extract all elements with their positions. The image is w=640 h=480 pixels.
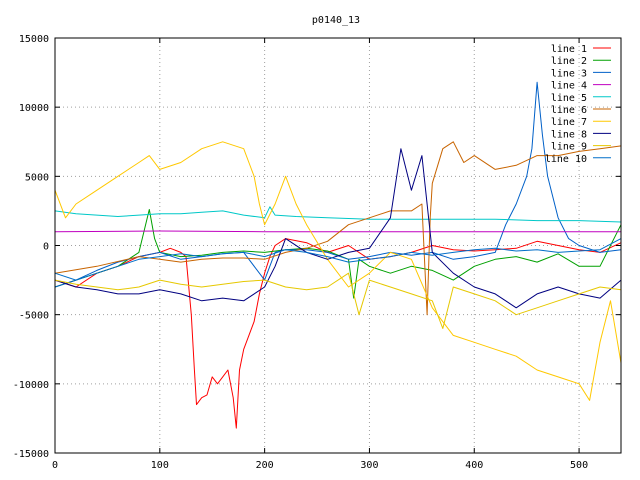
legend-label-2: line 2 bbox=[551, 56, 587, 67]
series-line-7 bbox=[54, 141, 622, 401]
x-tick-label: 0 bbox=[52, 460, 58, 471]
x-tick-label: 500 bbox=[570, 460, 588, 471]
y-tick-label: -15000 bbox=[13, 449, 49, 460]
legend-label-9: line 9 bbox=[551, 142, 587, 153]
series-line-10 bbox=[54, 238, 622, 281]
x-tick-label: 200 bbox=[256, 460, 274, 471]
legend-label-5: line 5 bbox=[551, 93, 587, 104]
series-line-5 bbox=[54, 206, 622, 223]
y-tick-label: -5000 bbox=[19, 311, 49, 322]
axis-ticks: 0 100 200 300 400 500 -15000 -10000 -5000 0 5000 10… bbox=[13, 34, 621, 471]
series-line-1 bbox=[54, 238, 622, 429]
legend-label-8: line 8 bbox=[551, 129, 587, 140]
y-tick-label: 5000 bbox=[25, 172, 49, 183]
chart-title: p0140_13 bbox=[312, 15, 360, 26]
legend-label-7: line 7 bbox=[551, 117, 587, 128]
y-tick-label: 0 bbox=[43, 242, 49, 253]
x-tick-label: 300 bbox=[360, 460, 378, 471]
series-line-8 bbox=[54, 148, 622, 309]
x-tick-label: 100 bbox=[151, 460, 169, 471]
y-tick-label: 15000 bbox=[19, 34, 49, 45]
legend-label-4: line 4 bbox=[551, 81, 587, 92]
legend-label-3: line 3 bbox=[551, 68, 587, 79]
series-line-4 bbox=[54, 230, 621, 233]
x-tick-label: 400 bbox=[465, 460, 483, 471]
legend-label-1: line 1 bbox=[551, 44, 587, 55]
series-line-2 bbox=[54, 209, 622, 299]
legend-label-10: line 10 bbox=[545, 154, 587, 165]
y-tick-label: -10000 bbox=[13, 380, 49, 391]
series-line-6 bbox=[54, 141, 622, 316]
legend-label-6: line 6 bbox=[551, 105, 587, 116]
y-tick-label: 10000 bbox=[19, 103, 49, 114]
series-line-9 bbox=[54, 272, 622, 329]
series-lines bbox=[54, 81, 622, 429]
